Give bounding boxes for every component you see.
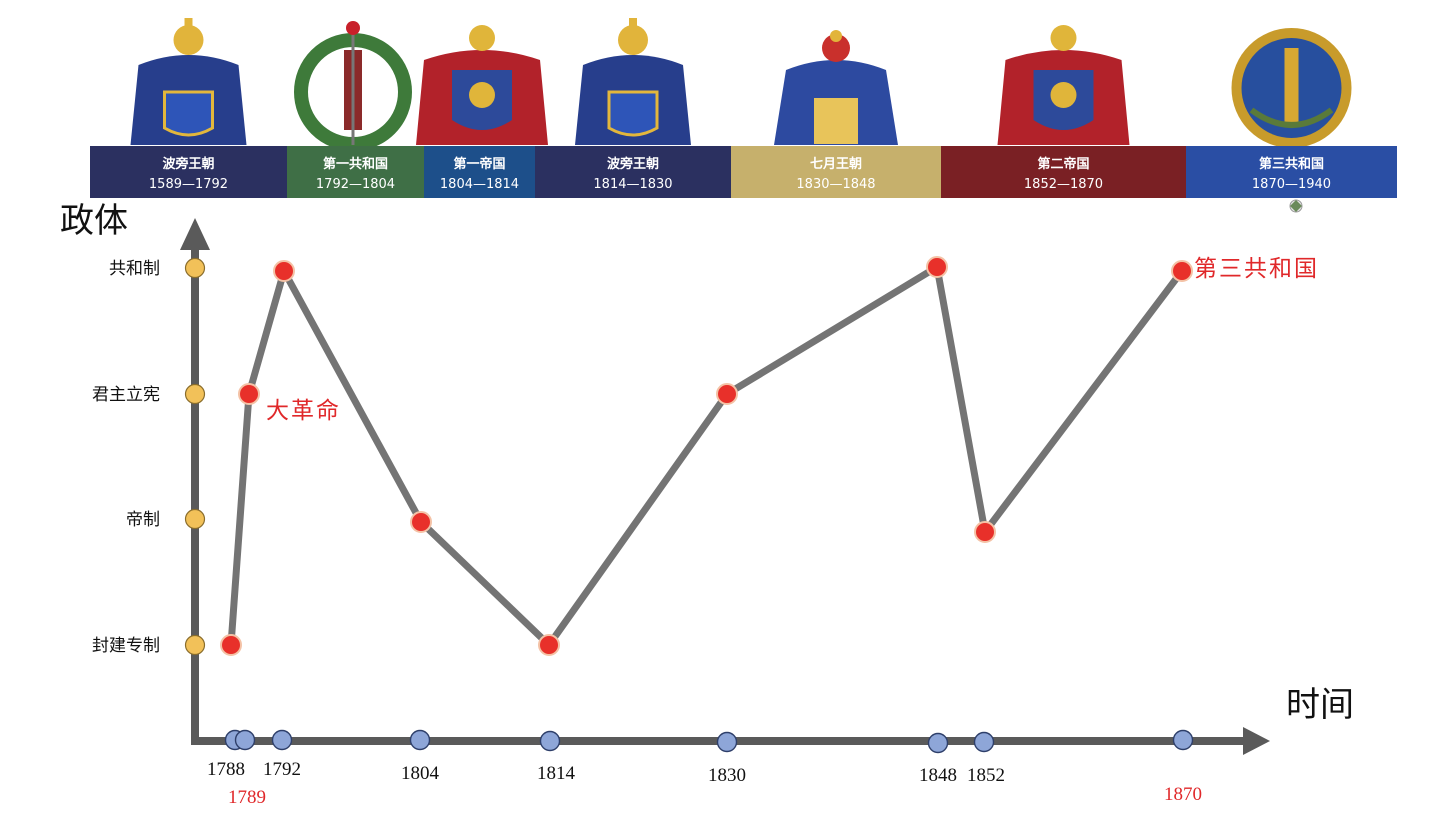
annotation-label: 大革命 [266, 398, 341, 424]
data-point [273, 260, 295, 282]
period-name: 波旁王朝 [607, 156, 659, 172]
x-tick-label: 1830 [708, 765, 746, 786]
y-tick-marker [184, 634, 206, 656]
y-tick-marker [184, 257, 206, 279]
period-band-bg [941, 146, 1186, 198]
period-band-bg [1186, 146, 1397, 198]
x-axis-title: 时间 [1286, 685, 1354, 725]
annotations: 大革命 第三共和国 [266, 256, 1319, 424]
x-tick-label: 1852 [967, 765, 1005, 786]
period-band-bg [731, 146, 941, 198]
x-tick-label-highlight: 1789 [228, 787, 266, 808]
x-tick-marker [1172, 729, 1194, 751]
x-tick-label: 1814 [537, 763, 576, 784]
x-tick-marker [539, 730, 561, 752]
regime-line-series [220, 256, 1193, 656]
period-band-bg [90, 146, 287, 198]
y-tick-label: 帝制 [126, 510, 160, 530]
period-years: 1830—1848 [796, 177, 875, 192]
y-axis-title: 政体 [60, 201, 128, 241]
bourbon-coat-of-arms-icon [575, 18, 691, 145]
period-years: 1814—1830 [593, 177, 672, 192]
fasces-wreath-emblem-icon [294, 21, 412, 151]
period-band-bg [424, 146, 535, 198]
period-years: 1589—1792 [149, 177, 228, 192]
emblem-row [130, 18, 1352, 151]
y-axis-arrow [180, 218, 210, 250]
imperial-eagle-coat-of-arms-icon [416, 25, 548, 145]
period-years: 1852—1870 [1024, 177, 1103, 192]
imperial-eagle-coat-of-arms-icon [997, 25, 1130, 145]
x-tick-label: 1804 [401, 763, 440, 784]
x-tick-label: 1792 [263, 759, 301, 780]
period-years: 1804—1814 [440, 177, 519, 192]
legion-medal-icon [1289, 199, 1303, 213]
axes: 政体 时间 [60, 201, 1354, 755]
x-tick-label: 1788 [207, 759, 245, 780]
y-tick-labels: 封建专制 帝制 君主立宪 共和制 [92, 257, 206, 656]
y-tick-marker [184, 383, 206, 405]
period-name: 第二帝国 [1037, 156, 1089, 172]
period-name: 第一帝国 [453, 156, 505, 172]
period-years: 1792—1804 [316, 177, 395, 192]
period-band: 第一帝国 1804—1814 [424, 146, 535, 198]
period-band: 波旁王朝 1814—1830 [535, 146, 731, 198]
y-tick-label: 君主立宪 [92, 385, 160, 405]
data-point [926, 256, 948, 278]
data-point [1171, 260, 1193, 282]
y-tick-label: 封建专制 [92, 636, 160, 656]
x-tick-marker [234, 729, 256, 751]
data-point [220, 634, 242, 656]
y-tick-label: 共和制 [109, 259, 160, 279]
charte-coat-of-arms-icon [774, 30, 898, 145]
data-point [716, 383, 738, 405]
period-band-bg [535, 146, 731, 198]
period-name: 第一共和国 [323, 156, 388, 172]
period-header: 波旁王朝 1589—1792 第一共和国 1792—1804 第一帝国 1804—1814… [90, 18, 1397, 213]
period-band: 第二帝国 1852—1870 [941, 146, 1186, 198]
period-name: 第三共和国 [1259, 156, 1324, 172]
series-line [227, 263, 1186, 649]
x-tick-label-highlight: 1870 [1164, 784, 1202, 805]
period-years: 1870—1940 [1252, 177, 1331, 192]
x-tick-marker [716, 731, 738, 753]
period-band-row: 波旁王朝 1589—1792 第一共和国 1792—1804 第一帝国 1804—1814… [90, 146, 1397, 198]
period-band: 第三共和国 1870—1940 [1186, 146, 1397, 198]
period-name: 七月王朝 [810, 156, 862, 172]
x-tick-marker [973, 731, 995, 753]
data-point [410, 511, 432, 533]
x-axis-arrow [1243, 727, 1270, 755]
x-tick-label: 1848 [919, 765, 957, 786]
data-point [538, 634, 560, 656]
data-point [974, 521, 996, 543]
period-band-bg [287, 146, 424, 198]
data-point [238, 383, 260, 405]
period-band: 第一共和国 1792—1804 [287, 146, 424, 198]
republic-seal-icon [1231, 28, 1352, 148]
period-band: 七月王朝 1830—1848 [731, 146, 941, 198]
x-tick-marker [409, 729, 431, 751]
x-tick-marker [927, 732, 949, 754]
period-name: 波旁王朝 [162, 156, 214, 172]
annotation-label: 第三共和国 [1194, 256, 1319, 282]
bourbon-coat-of-arms-icon [130, 18, 247, 145]
period-band: 波旁王朝 1589—1792 [90, 146, 287, 198]
x-tick-marker [271, 729, 293, 751]
y-tick-marker [184, 508, 206, 530]
x-tick-labels: 1788 1792 1804 1814 1830 1848 1852 1789 1870 [207, 729, 1202, 808]
